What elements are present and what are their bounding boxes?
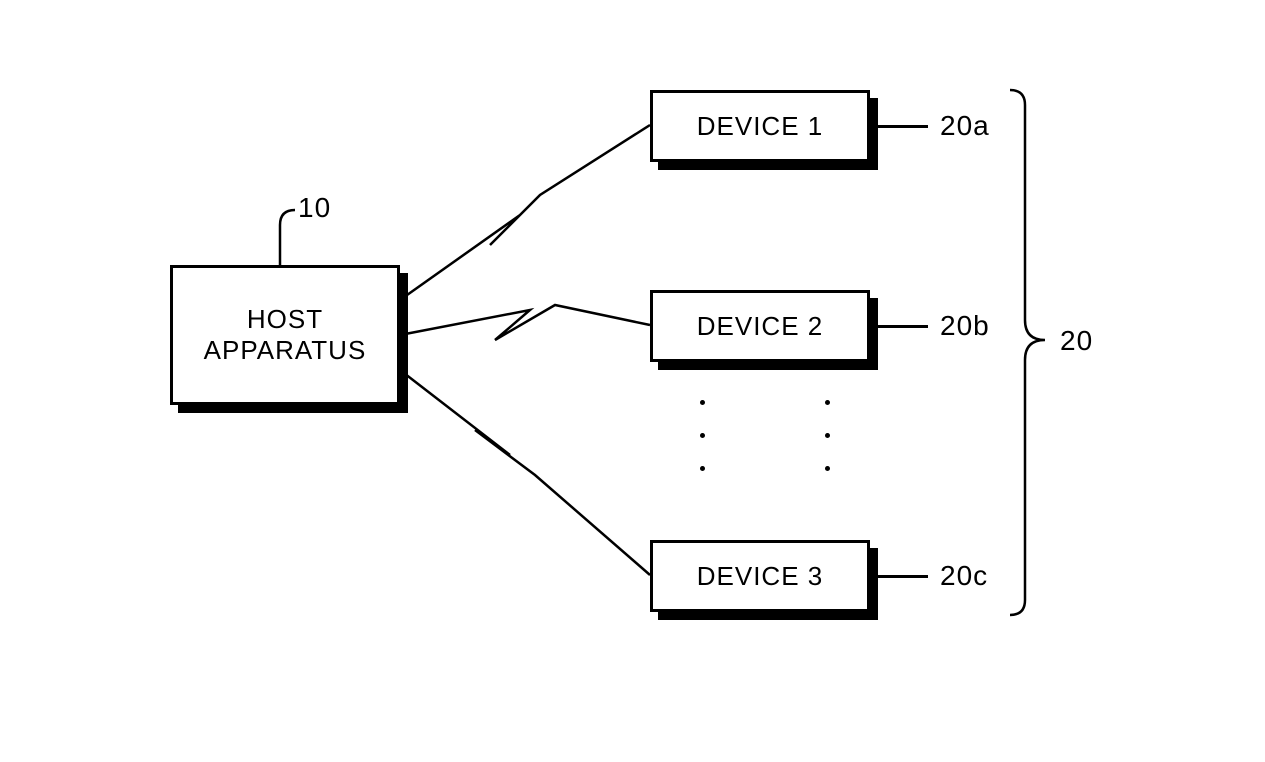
group-bracket <box>0 0 1265 762</box>
block-diagram: HOST APPARATUS 10 DEVICE 1 20a DEVICE 2 … <box>0 0 1265 762</box>
group-ref-number: 20 <box>1060 325 1093 357</box>
